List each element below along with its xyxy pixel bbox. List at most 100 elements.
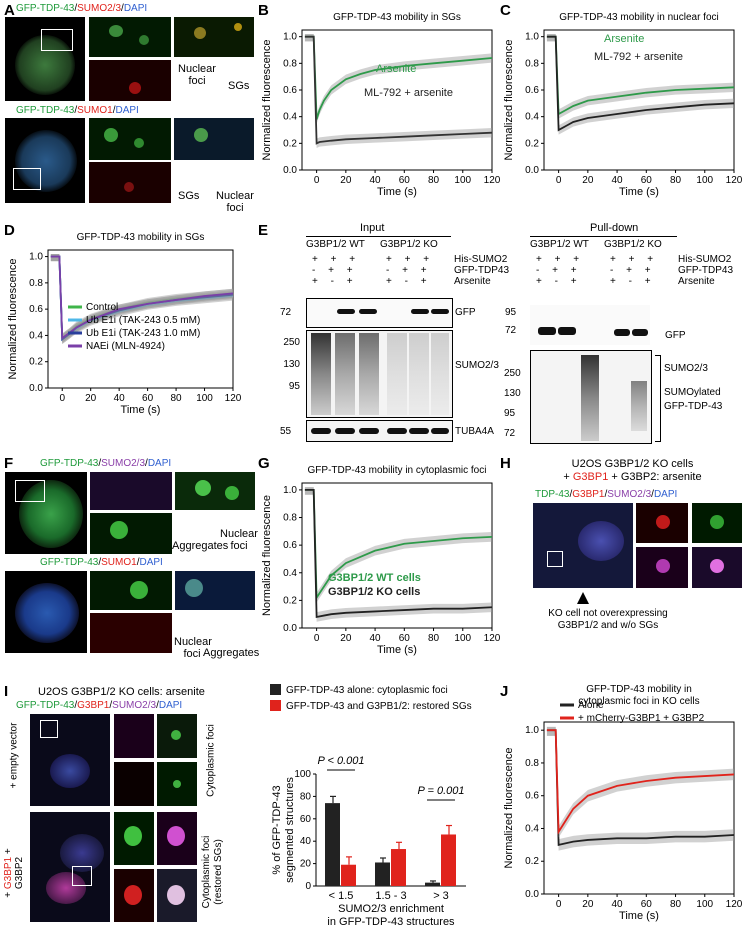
blot-label-tuba: TUBA4A — [455, 426, 494, 437]
stain-gfp: GFP-TDP-43 — [16, 3, 75, 14]
x-axis-label: SUMO2/3 enrichment — [338, 903, 444, 915]
arrow-label-nuclear-foci: Nuclear foci — [178, 63, 216, 87]
sign-row-3: + - + — [610, 276, 656, 287]
micrograph-i-row2-z3 — [114, 869, 154, 922]
y-tick-label: 1.0 — [525, 32, 539, 43]
micrograph-f-top-z1 — [90, 472, 172, 510]
x-tick-label: 120 — [726, 899, 743, 910]
t: + — [3, 889, 14, 898]
x-tick-label: 100 — [196, 393, 213, 404]
chart-c: GFP-TDP-43 mobility in nuclear foci 0 20 40… — [503, 12, 743, 198]
input-title: Input — [360, 222, 385, 234]
slash: / — [74, 105, 78, 116]
y-tick-label: 0.8 — [283, 58, 297, 69]
t: / — [604, 489, 608, 500]
t: / — [569, 489, 573, 500]
pd-signs-ko: + + + - + + + - + — [610, 254, 658, 287]
blot-pd-gfp — [530, 305, 650, 345]
arrow-label-nuclear-foci-2: Nuclear foci — [216, 190, 254, 214]
row-his-sumo2: His-SUMO2 — [678, 254, 732, 265]
micrograph-f-bottom-z2 — [175, 571, 255, 610]
sign-row-1: + + + — [536, 254, 585, 265]
micrograph-a-bottom-z3 — [89, 162, 171, 203]
y-axis-label: Normalized fluorescence — [261, 39, 273, 160]
legend-entry: Control — [86, 302, 118, 313]
y-tick-label: 0.8 — [283, 513, 297, 524]
x-tick-label: > 3 — [433, 890, 449, 902]
x-tick-label: 40 — [114, 393, 126, 404]
pulldown-title: Pull-down — [590, 222, 639, 234]
y-axis-label: Normalized fluorescence — [503, 39, 515, 160]
y-tick-label: 1.0 — [283, 32, 297, 43]
x-axis-label: Time (s) — [377, 186, 417, 198]
stain-sumo: SUMO2/3 — [101, 458, 146, 469]
mw-130: 130 — [504, 388, 521, 399]
y-axis-label: segmented structures — [284, 777, 296, 883]
arrow-label-aggregates-f2: Aggregates — [203, 647, 260, 659]
x-tick-label: 40 — [612, 175, 624, 186]
row-his-sumo2: His-SUMO2 — [454, 254, 508, 265]
i-stain: GFP-TDP-43/G3BP1/SUMO2/3/DAPI — [16, 700, 182, 711]
chart-title: GFP-TDP-43 mobility in — [586, 684, 692, 695]
x-tick-label: 20 — [582, 899, 594, 910]
blot-input-tuba — [306, 420, 453, 442]
y-tick-label: 1.0 — [29, 252, 43, 263]
y-tick-label: 60 — [300, 814, 312, 825]
arrow-label-sgs-2: SGs — [178, 190, 200, 202]
micrograph-i-row1-z2 — [157, 714, 197, 758]
panel-letter-e: E — [258, 222, 269, 239]
y-tick-label: 0.6 — [525, 791, 539, 802]
plot-frame — [301, 482, 493, 629]
micrograph-f-bottom-z3 — [90, 613, 172, 653]
y-tick-label: 0.2 — [283, 138, 297, 149]
x-tick-label: 0 — [314, 633, 320, 644]
micrograph-i-row2-z1 — [114, 812, 154, 865]
panel-letter-d: D — [4, 222, 15, 239]
panel-a-top-label: GFP-TDP-43/SUMO2/3/DAPI — [16, 3, 147, 14]
mw-input-sumo: 250 130 95 — [274, 332, 300, 398]
pd-group-wt: G3BP1/2 WT — [530, 239, 589, 250]
micrograph-i-row1-z1 — [114, 714, 154, 758]
mw-pd-sumo: 250 130 95 72 — [504, 364, 521, 444]
micrograph-h-z3 — [636, 547, 688, 588]
y-tick-label: 40 — [300, 836, 312, 847]
panel-letter-h: H — [500, 455, 511, 472]
mw-95: 95 — [505, 307, 517, 318]
stain-gfp: GFP-TDP-43 — [40, 557, 99, 568]
slash: / — [98, 557, 102, 568]
series-error-band — [546, 34, 734, 135]
micrograph-a-top-z3 — [89, 60, 171, 101]
y-tick-label: 0.4 — [525, 823, 539, 834]
chart-g: GFP-TDP-43 mobility in cytoplasmic foci 0… — [261, 465, 501, 656]
sign-row-1: + + + — [386, 254, 435, 265]
slash: / — [121, 3, 124, 14]
mw-95: 95 — [504, 408, 516, 419]
pd-group-ko: G3BP1/2 KO — [604, 239, 662, 250]
pd-signs-wt: + + + - + + + - + — [536, 254, 584, 287]
y-tick-label: 0.0 — [283, 623, 297, 634]
y-tick-label: 0.0 — [525, 165, 539, 176]
pd-sumo-labels: SUMO2/3 SUMOylated GFP-TDP-43 — [664, 362, 722, 414]
arrow-label-nuclear-foci-f2: Nuclear foci — [174, 636, 212, 660]
series-error-band — [50, 253, 233, 343]
t: / — [74, 700, 78, 711]
stain-sumo: SUMO2/3 — [77, 3, 122, 14]
legend-entry: Alone — [578, 700, 604, 711]
mw-72: 72 — [504, 428, 516, 439]
slash: / — [145, 458, 148, 469]
slash: / — [98, 458, 102, 469]
mw-250: 250 — [283, 337, 300, 348]
plot-frame — [47, 249, 234, 389]
input-group-wt: G3BP1/2 WT — [306, 239, 365, 250]
x-tick-label: 0 — [556, 899, 562, 910]
legend-entry: GFP-TDP-43 alone: cytoplasmic foci — [286, 685, 448, 696]
y-tick-label: 0.4 — [525, 112, 539, 123]
blot-pd-sumo — [530, 350, 652, 444]
x-tick-label: 60 — [641, 175, 653, 186]
legend-entry: ML-792 + arsenite — [594, 51, 683, 63]
chart-title: GFP-TDP-43 mobility in SGs — [77, 232, 205, 243]
micrograph-h-main — [533, 503, 633, 588]
x-tick-label: 100 — [454, 633, 471, 644]
y-tick-label: 0.6 — [29, 304, 43, 315]
micrograph-i-row1-main — [30, 714, 110, 806]
